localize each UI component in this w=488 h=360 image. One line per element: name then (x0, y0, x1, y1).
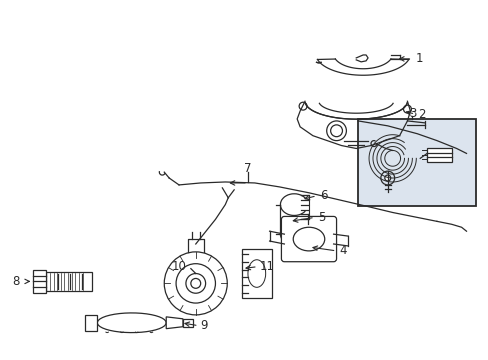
Circle shape (164, 252, 227, 315)
Text: 1: 1 (414, 53, 422, 66)
Polygon shape (46, 271, 92, 291)
Circle shape (190, 278, 200, 288)
Ellipse shape (247, 260, 265, 287)
Text: 3: 3 (408, 107, 415, 120)
Polygon shape (84, 315, 97, 330)
Polygon shape (166, 317, 183, 329)
FancyBboxPatch shape (281, 216, 336, 262)
Text: 9: 9 (200, 319, 208, 332)
Text: 2: 2 (417, 108, 425, 121)
Polygon shape (97, 313, 166, 333)
Bar (358, 119, 475, 206)
Text: 4: 4 (339, 244, 346, 257)
Polygon shape (33, 270, 46, 293)
Text: 7: 7 (244, 162, 251, 175)
Text: 11: 11 (259, 260, 274, 273)
Circle shape (384, 175, 390, 181)
Polygon shape (426, 148, 451, 162)
Text: 8: 8 (12, 275, 19, 288)
Text: 6: 6 (319, 189, 326, 202)
Polygon shape (183, 319, 192, 327)
Text: 5: 5 (317, 211, 325, 224)
Text: 10: 10 (171, 260, 186, 273)
Polygon shape (242, 249, 271, 298)
